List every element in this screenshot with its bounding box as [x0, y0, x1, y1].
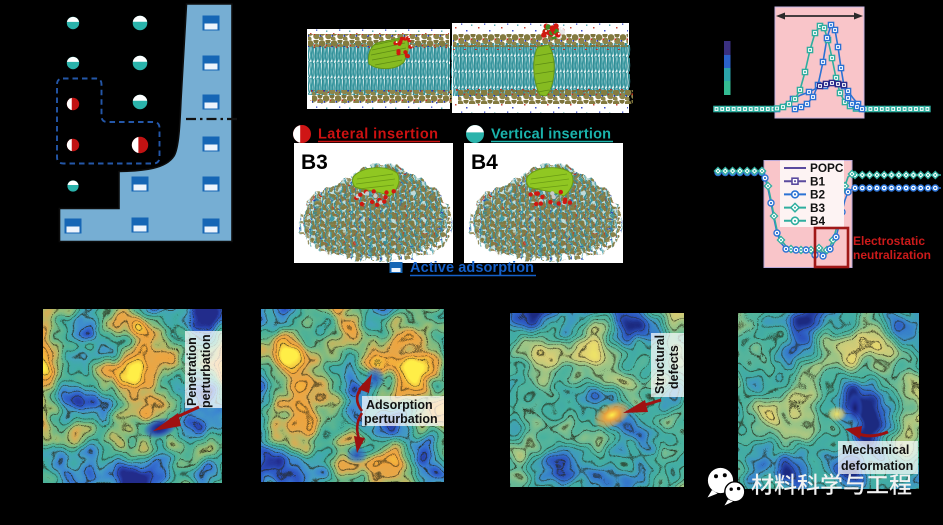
svg-text:B2: B2 — [810, 188, 826, 202]
svg-text:B4: B4 — [471, 151, 498, 174]
svg-text:perturbation: perturbation — [199, 334, 213, 408]
svg-text:Lateral insertion: Lateral insertion — [318, 127, 438, 143]
svg-text:B3: B3 — [301, 151, 328, 174]
svg-text:Adsorption: Adsorption — [366, 398, 433, 412]
svg-text:B3: B3 — [810, 201, 826, 215]
svg-text:defects: defects — [667, 345, 681, 389]
svg-text:B4: B4 — [810, 214, 826, 228]
svg-text:Vertical insertion: Vertical insertion — [491, 127, 611, 143]
svg-text:perturbation: perturbation — [364, 412, 438, 426]
svg-text:Electrostatic: Electrostatic — [853, 234, 925, 248]
svg-text:B1: B1 — [810, 174, 826, 188]
svg-text:neutralization: neutralization — [853, 248, 931, 262]
svg-text:deformation: deformation — [841, 459, 913, 473]
svg-text:Penetration: Penetration — [185, 337, 199, 406]
svg-text:Active adsorption: Active adsorption — [410, 260, 534, 276]
svg-text:Mechanical: Mechanical — [842, 443, 909, 457]
svg-text:POPC: POPC — [810, 161, 844, 175]
svg-text:Structural: Structural — [653, 335, 667, 394]
